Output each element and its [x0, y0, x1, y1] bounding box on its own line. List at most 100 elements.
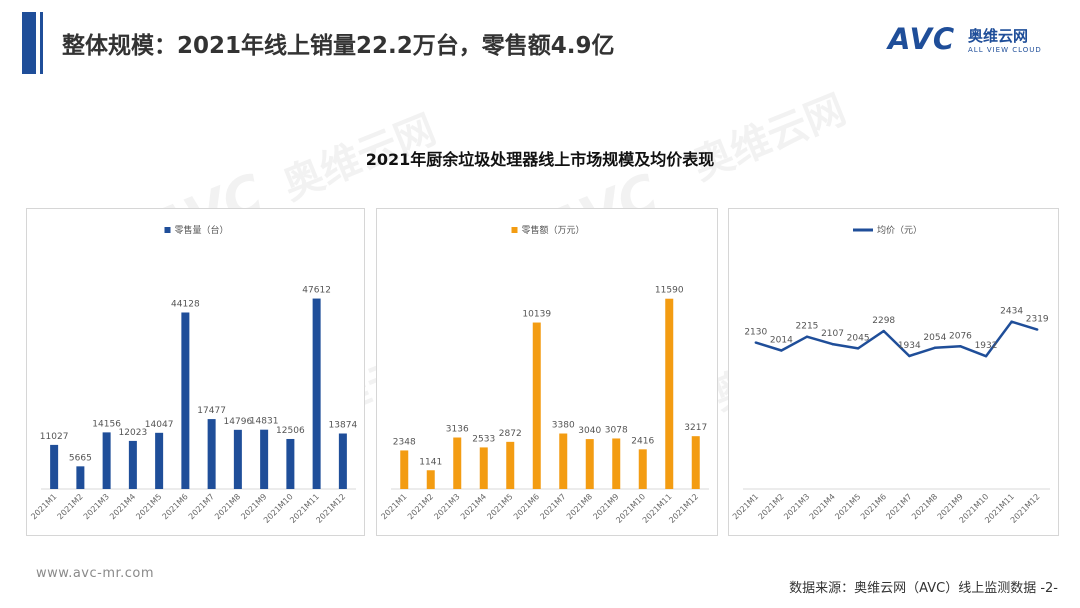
line-point: [831, 342, 834, 346]
data-label: 2298: [872, 316, 895, 326]
line-point: [908, 354, 911, 358]
line-point: [882, 329, 885, 333]
data-label: 14047: [145, 420, 174, 430]
bar: [286, 438, 295, 489]
data-label: 11590: [655, 286, 684, 296]
data-label: 17477: [197, 406, 226, 416]
data-label: 2416: [631, 436, 654, 446]
data-label: 2872: [499, 429, 522, 439]
legend-label: 均价（元）: [877, 224, 922, 236]
bar: [453, 437, 462, 489]
x-tick-label: 2021M6: [161, 492, 190, 521]
data-label: 2130: [744, 328, 767, 338]
data-label: 2319: [1026, 315, 1049, 325]
data-label: 2076: [949, 331, 972, 341]
x-tick-label: 2021M1: [731, 492, 760, 521]
bar: [102, 432, 111, 489]
legend-swatch: [511, 227, 518, 233]
page-title: 整体规模：2021年线上销量22.2万台，零售额4.9亿: [62, 33, 615, 59]
bar: [559, 433, 568, 489]
line-point: [754, 341, 757, 344]
x-tick-label: 2021M8: [213, 492, 242, 521]
x-tick-label: 2021M8: [565, 492, 594, 521]
data-label: 2045: [847, 333, 870, 343]
bar: [312, 298, 321, 489]
bar: [338, 433, 347, 489]
bar: [479, 447, 488, 489]
x-tick-label: 2021M8: [910, 492, 939, 521]
x-tick-label: 2021M2: [56, 492, 85, 521]
data-label: 2107: [821, 329, 844, 339]
bar: [612, 438, 621, 489]
x-tick-label: 2021M6: [859, 492, 888, 521]
data-label: 3040: [578, 426, 601, 436]
data-label: 10139: [522, 310, 551, 320]
x-tick-label: 2021M5: [485, 492, 514, 521]
x-tick-label: 2021M5: [833, 492, 862, 521]
line-point: [1010, 320, 1013, 323]
data-label: 44128: [171, 299, 200, 309]
bar: [181, 312, 190, 489]
line-point: [780, 349, 783, 352]
bar: [638, 449, 647, 489]
data-label: 3136: [446, 425, 469, 435]
footer-source: 数据来源：奥维云网（AVC）线上监测数据 -2-: [789, 581, 1058, 596]
data-label: 13874: [329, 421, 358, 431]
x-tick-label: 2021M4: [108, 492, 137, 521]
data-label: 12506: [276, 426, 305, 436]
data-label: 2348: [393, 437, 416, 447]
data-label: 47612: [302, 286, 331, 296]
logo-mark: AVC: [888, 22, 956, 56]
x-tick-label: 2021M4: [459, 492, 488, 521]
x-tick-label: 2021M5: [134, 492, 163, 521]
chart-section-title: 2021年厨余垃圾处理器线上市场规模及均价表现: [365, 150, 715, 169]
bar: [506, 441, 515, 489]
data-label: 2533: [472, 434, 495, 444]
bar: [155, 432, 164, 489]
line-point: [984, 354, 988, 358]
line-point: [1036, 328, 1039, 331]
x-tick-label: 2021M3: [782, 492, 811, 521]
logo-en-text: ALL VIEW CLOUD: [968, 46, 1042, 54]
data-label: 12023: [119, 428, 148, 438]
legend-label: 零售额（万元）: [522, 224, 585, 236]
x-tick-label: 2021M1: [29, 492, 58, 521]
data-label: 14156: [92, 419, 121, 429]
data-label: 5665: [69, 453, 92, 463]
data-label: 11027: [40, 432, 69, 442]
footer-url: www.avc-mr.com: [36, 566, 155, 581]
bar: [400, 450, 409, 489]
bar: [76, 466, 85, 489]
data-label: 2014: [770, 336, 793, 346]
x-tick-label: 2021M2: [406, 492, 435, 521]
bar: [50, 444, 59, 489]
bar: [128, 440, 137, 489]
x-tick-label: 2021M12: [667, 492, 700, 525]
revenue-chart-panel: 零售额（万元） 2348 1141 3136 2533 2872 10139 3380 3040…: [376, 208, 718, 536]
x-tick-label: 2021M1: [379, 492, 408, 521]
x-tick-label: 2021M3: [432, 492, 461, 521]
data-label: 2215: [796, 322, 819, 332]
data-label: 1934: [898, 341, 921, 351]
x-tick-label: 2021M6: [512, 492, 541, 521]
bar: [207, 419, 216, 489]
bar: [585, 439, 594, 489]
svg-text:奥维云网: 奥维云网: [687, 87, 853, 190]
data-label: 1141: [419, 457, 442, 467]
logo-cn-text: 奥维云网: [968, 27, 1029, 45]
data-label: 14796: [224, 417, 253, 427]
data-label: 3217: [684, 423, 707, 433]
header-accent-bar: [22, 12, 36, 74]
avc-logo: AVC 奥维云网 ALL VIEW CLOUD: [888, 22, 1058, 58]
data-label: 1932: [975, 341, 998, 351]
x-tick-label: 2021M3: [82, 492, 111, 521]
bar: [233, 429, 242, 489]
data-label: 3078: [605, 425, 628, 435]
x-tick-label: 2021M7: [884, 492, 913, 521]
x-tick-label: 2021M2: [757, 492, 786, 521]
data-label: 2054: [923, 333, 946, 343]
price-chart-panel: 均价（元） 2130 2014 2215 2107 2045 2298 1934 2054 207…: [728, 208, 1059, 536]
